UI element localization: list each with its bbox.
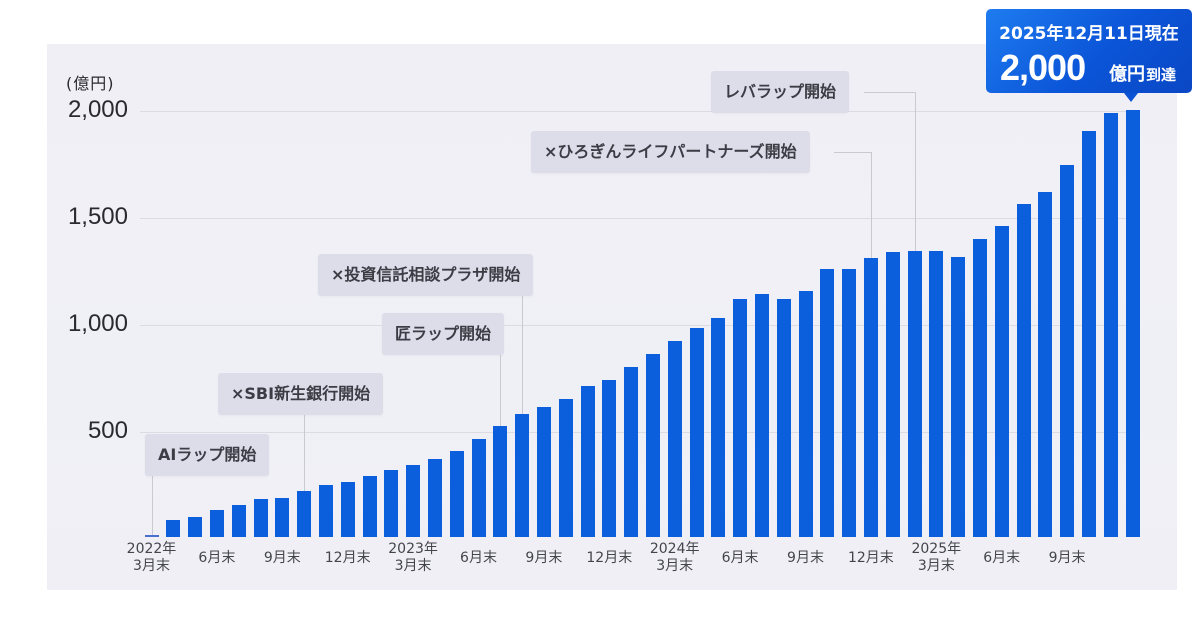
- bar-2022-04: [166, 519, 181, 537]
- x-tick-label: 2025年 3月末: [911, 541, 962, 574]
- x-tick-label: 12月末: [847, 550, 894, 566]
- bar-2023-09: [536, 406, 551, 537]
- x-tick-label: 12月末: [586, 550, 633, 566]
- bar-2022-09: [275, 498, 290, 537]
- x-tick-label: 9月末: [1048, 550, 1086, 566]
- leader-line: [522, 296, 523, 414]
- bar-2023-02: [384, 470, 399, 537]
- leader-line: [500, 355, 501, 427]
- gridline-500: [140, 432, 1140, 433]
- bar-2025-01: [885, 252, 900, 537]
- bar-2023-03: [406, 465, 421, 537]
- leader-line: [152, 476, 153, 536]
- x-tick-label: 6月末: [460, 550, 497, 566]
- bar-2022-08: [253, 499, 268, 537]
- leader-line: [304, 415, 305, 491]
- bar-2025-08: [1038, 191, 1053, 537]
- annotation-label: ×ひろぎんライフパートナーズ開始: [531, 131, 810, 173]
- bar-2024-04: [689, 327, 704, 537]
- bar-2023-01: [362, 475, 377, 537]
- callout-value: 2,000: [1000, 47, 1086, 88]
- milestone-callout: 2025年12月11日現在 2,000 億円 到達: [986, 9, 1192, 102]
- y-tick-1000: 1,000: [67, 310, 128, 337]
- bar-2025-12: [1125, 110, 1140, 537]
- annotation-label: ×SBI新生銀行開始: [218, 373, 384, 415]
- bar-2023-11: [580, 385, 595, 537]
- y-tick-2000: 2,000: [67, 96, 128, 123]
- x-tick-label: 9月末: [263, 550, 301, 566]
- bar-2024-08: [776, 298, 791, 537]
- x-tick-label: 6月末: [983, 550, 1021, 566]
- bar-2025-10: [1081, 130, 1096, 537]
- y-axis-unit-label: (億円): [66, 74, 115, 93]
- bar-2025-05: [972, 239, 987, 537]
- x-tick-label: 12月末: [324, 550, 371, 566]
- bar-2023-08: [515, 413, 530, 537]
- x-tick-label: 6月末: [721, 550, 759, 566]
- x-tick-label: 9月末: [525, 550, 563, 566]
- x-tick-label: 2024年 3月末: [649, 541, 700, 574]
- bar-2023-06: [471, 439, 486, 537]
- bar-2025-09: [1060, 165, 1075, 537]
- bar-2022-11: [318, 485, 333, 537]
- leader-line: [834, 152, 871, 153]
- bar-2023-12: [602, 379, 617, 537]
- leader-line: [915, 92, 916, 252]
- bar-2024-05: [711, 317, 726, 537]
- bar-2024-10: [820, 268, 835, 537]
- leader-line: [871, 152, 872, 258]
- x-tick-label: 9月末: [787, 550, 824, 566]
- bar-2022-07: [231, 505, 246, 537]
- bar-2022-05: [188, 516, 203, 537]
- x-tick-label: 2022年 3月末: [126, 541, 177, 574]
- y-tick-1500: 1,500: [67, 203, 128, 230]
- bar-2022-12: [340, 481, 355, 537]
- gridline-1500: [140, 218, 1140, 219]
- bar-2024-02: [645, 353, 660, 537]
- bar-2024-06: [733, 299, 748, 537]
- gridline-2000: [140, 111, 1140, 112]
- callout-pointer-icon: [1124, 93, 1138, 102]
- bar-2025-02: [907, 251, 922, 537]
- bar-2023-10: [558, 399, 573, 537]
- callout-suffix: 到達: [1146, 66, 1177, 84]
- bar-2023-07: [493, 426, 508, 537]
- bar-2023-05: [449, 450, 464, 537]
- bar-2025-06: [994, 226, 1009, 537]
- bar-2024-09: [798, 290, 813, 537]
- x-tick-label: 6月末: [198, 550, 236, 566]
- bar-2025-04: [951, 256, 966, 537]
- y-tick-500: 500: [87, 417, 128, 444]
- bar-2022-10: [297, 490, 312, 537]
- bar-2024-01: [624, 367, 639, 537]
- callout-date: 2025年12月11日現在: [999, 24, 1179, 44]
- x-tick-label: 2023年 3月末: [388, 541, 438, 574]
- bar-2023-04: [427, 459, 442, 537]
- gridline-1000: [140, 325, 1140, 326]
- annotation-label: AIラップ開始: [145, 434, 270, 476]
- bar-2025-07: [1016, 204, 1031, 537]
- bar-2024-12: [863, 258, 878, 537]
- bar-2022-03: [144, 535, 159, 537]
- bar-2024-11: [842, 268, 857, 537]
- bar-2024-03: [667, 341, 682, 537]
- annotation-label: 匠ラップ開始: [382, 313, 505, 355]
- annotation-label: ×投資信託相談プラザ開始: [318, 254, 534, 296]
- bar-2024-07: [754, 293, 769, 537]
- bar-2025-11: [1103, 113, 1118, 537]
- leader-line: [864, 92, 915, 93]
- bar-2022-06: [209, 510, 224, 537]
- callout-unit: 億円: [1109, 64, 1145, 85]
- bar-2025-03: [929, 251, 944, 537]
- annotation-label: レバラップ開始: [711, 71, 850, 113]
